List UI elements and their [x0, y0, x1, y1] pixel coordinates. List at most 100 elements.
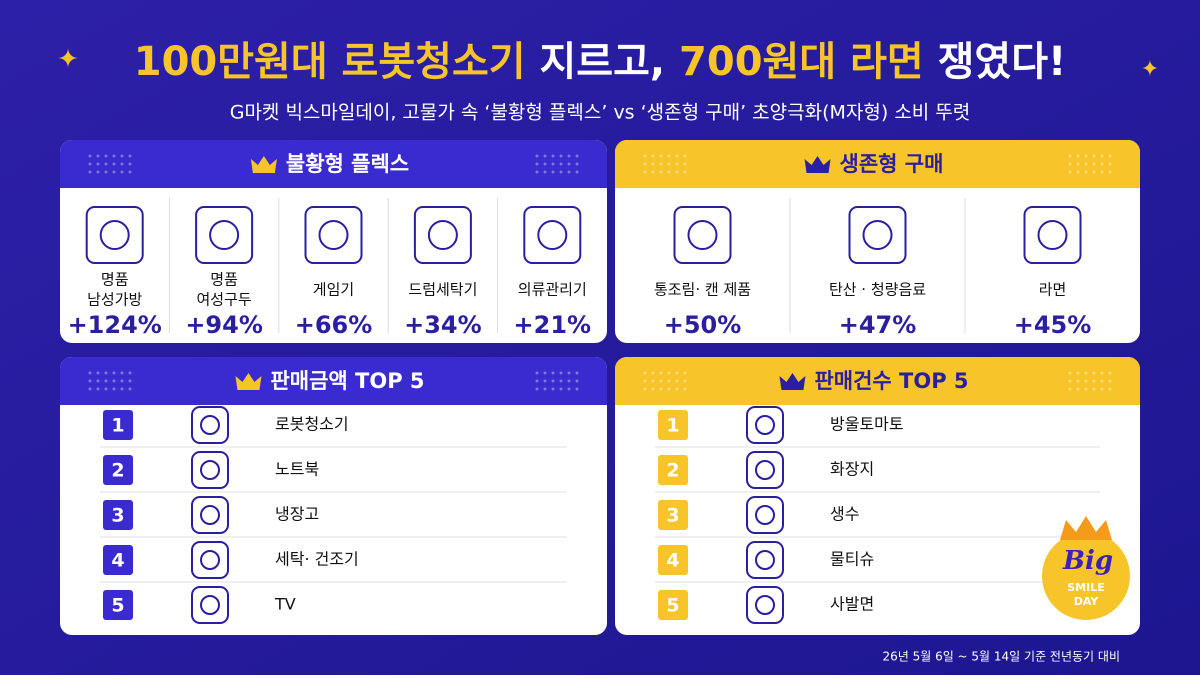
footnote: 26년 5월 6일 ~ 5월 14일 기준 전년동기 대비 — [882, 650, 1120, 664]
item-icon — [523, 206, 582, 264]
item-name: 사발면 — [830, 595, 874, 614]
item-label: 드럼세탁기 — [408, 281, 477, 299]
crown-icon — [250, 156, 277, 173]
header-dot — [659, 162, 663, 166]
header-dot — [112, 162, 116, 166]
header-dot — [96, 387, 100, 391]
header-dot — [1108, 371, 1112, 375]
item-label: 게임기 — [313, 281, 354, 299]
badge-crown — [1060, 516, 1112, 540]
item-icon — [687, 220, 718, 250]
header-dot — [543, 371, 547, 375]
item-icon — [746, 586, 784, 624]
header-dot — [659, 379, 663, 383]
header-dot — [1092, 371, 1096, 375]
header-dot — [1076, 371, 1080, 375]
header-dot — [1076, 154, 1080, 158]
item-label: 탄산 · 청량음료 — [829, 281, 926, 299]
header-dot — [128, 170, 132, 174]
item-name: 로봇청소기 — [275, 415, 349, 434]
header-dot — [1100, 162, 1104, 166]
item-icon — [755, 460, 775, 480]
sparkle: ✦ — [57, 45, 79, 75]
header-dot — [1084, 379, 1088, 383]
header-dot — [551, 162, 555, 166]
item-change: +94% — [185, 311, 263, 339]
item-name: 물티슈 — [830, 550, 874, 569]
item-icon — [1037, 220, 1068, 250]
item-icon — [746, 541, 784, 579]
header-dot — [96, 162, 100, 166]
item-label: 의류관리기 — [518, 281, 587, 299]
header-dot — [675, 154, 679, 158]
title-part: 700원대 라면 — [679, 39, 924, 85]
header-dot — [120, 379, 124, 383]
header-dot — [575, 162, 579, 166]
header-dot — [104, 162, 108, 166]
header-dot — [1100, 379, 1104, 383]
header-dot — [567, 162, 571, 166]
item-icon — [862, 220, 893, 250]
header-dot — [675, 387, 679, 391]
badge-text: SMILE — [1067, 581, 1105, 594]
item-icon — [200, 595, 220, 615]
rank-box — [658, 590, 688, 620]
header-dot — [567, 154, 571, 158]
header-dot — [1068, 170, 1072, 174]
header-dot — [112, 371, 116, 375]
crown-icon — [235, 373, 262, 390]
item-label: 통조림· 캔 제품 — [654, 281, 751, 299]
header-dot — [120, 162, 124, 166]
subtitle: G마켓 빅스마일데이, 고물가 속 ‘불황형 플렉스’ vs ‘생존형 구매’ … — [230, 102, 971, 124]
header-dot — [543, 162, 547, 166]
rank-box — [103, 410, 133, 440]
badge: Big SMILE DAY — [1042, 516, 1130, 620]
header-dot — [1100, 371, 1104, 375]
header-dot — [1084, 154, 1088, 158]
item-icon — [413, 206, 472, 264]
title-part: 지르고, — [540, 39, 666, 85]
header-dot — [559, 162, 563, 166]
item-name: TV — [274, 595, 296, 614]
item-icon — [755, 415, 775, 435]
rank-number: 4 — [666, 550, 679, 572]
header-dot — [667, 162, 671, 166]
rank-number: 5 — [666, 595, 679, 617]
rank-box — [103, 500, 133, 530]
header-dot — [651, 154, 655, 158]
header-dot — [643, 371, 647, 375]
header-dot — [543, 154, 547, 158]
panel-title: 판매금액 TOP 5 — [270, 369, 424, 393]
header-dot — [88, 162, 92, 166]
header-dot — [1076, 162, 1080, 166]
panel-title: 불황형 플렉스 — [286, 152, 409, 176]
item-icon — [848, 206, 907, 264]
panel-header — [60, 140, 607, 188]
header-dot — [667, 379, 671, 383]
rank-box — [658, 545, 688, 575]
header-dot — [667, 387, 671, 391]
header-dot — [1108, 162, 1112, 166]
header-dot — [1084, 387, 1088, 391]
rank-number: 1 — [666, 415, 679, 437]
rank-number: 3 — [666, 505, 679, 527]
header-dot — [543, 379, 547, 383]
header-dot — [567, 379, 571, 383]
badge-text: DAY — [1074, 595, 1100, 608]
item-icon — [195, 206, 254, 264]
header-dot — [683, 379, 687, 383]
header-dot — [1092, 379, 1096, 383]
header-dot — [667, 371, 671, 375]
header-dot — [567, 170, 571, 174]
header-dot — [643, 154, 647, 158]
rank-number: 2 — [666, 460, 679, 482]
header-dot — [659, 387, 663, 391]
header-dot — [120, 387, 124, 391]
title-part: 쟁였다! — [938, 39, 1067, 85]
header-dot — [88, 387, 92, 391]
item-icon — [746, 406, 784, 444]
header-dot — [1108, 379, 1112, 383]
header-dot — [96, 379, 100, 383]
item-icon — [191, 541, 229, 579]
